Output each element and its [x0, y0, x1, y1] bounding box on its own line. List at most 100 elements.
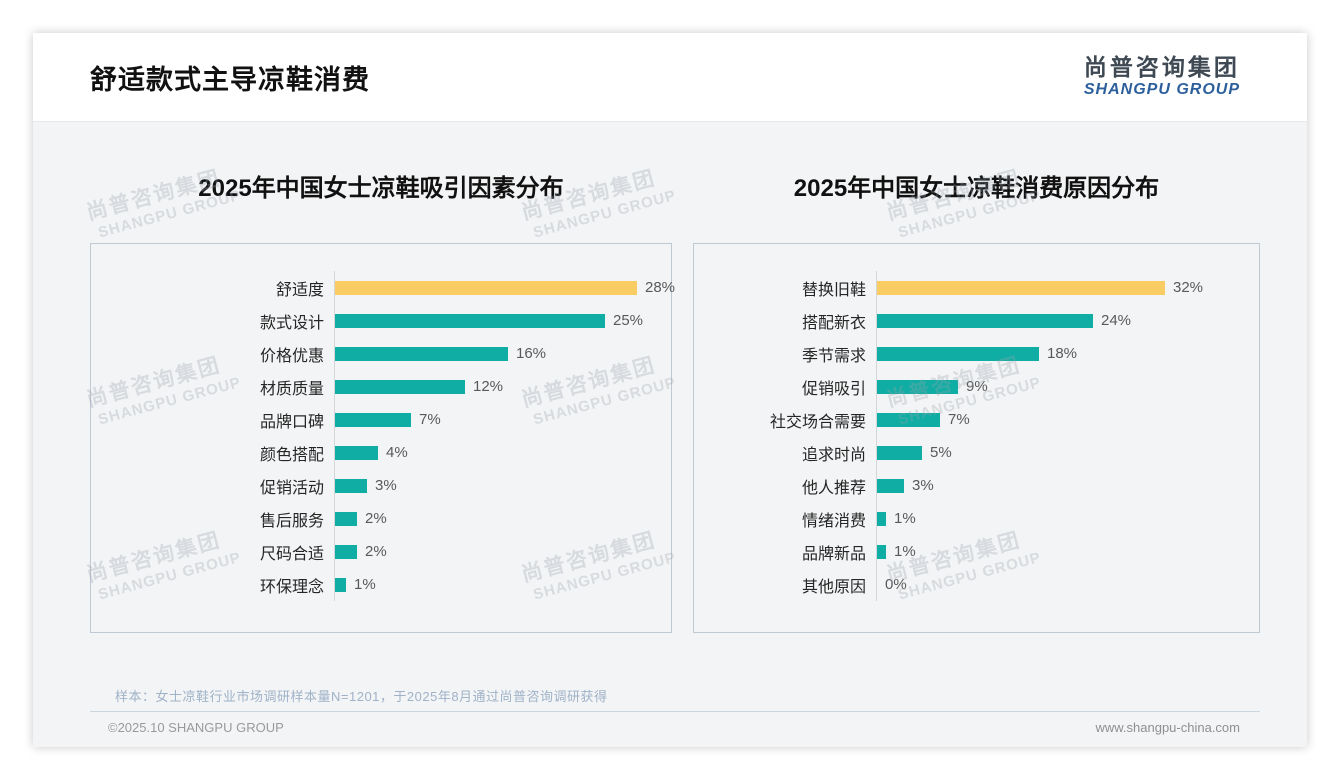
plot-area: 7%: [334, 403, 671, 436]
category-label: 舒适度: [275, 281, 324, 299]
value-label: 32%: [1173, 279, 1204, 296]
plot-area: 28%: [334, 271, 675, 304]
plot-area: 1%: [334, 568, 671, 601]
value-label: 12%: [473, 378, 504, 395]
bar-row: 搭配新衣 24%: [694, 304, 1259, 337]
bar-row: 促销吸引 9%: [694, 370, 1259, 403]
category-label: 品牌新品: [801, 545, 866, 563]
bar: [877, 445, 922, 460]
website-url: www.shangpu-china.com: [1095, 720, 1240, 735]
value-label: 7%: [948, 411, 970, 428]
bar-row: 款式设计 25%: [91, 304, 671, 337]
plot-area: 7%: [876, 403, 1259, 436]
bar-row: 材质质量 12%: [91, 370, 671, 403]
value-label: 25%: [613, 312, 644, 329]
plot-area: 1%: [876, 502, 1259, 535]
value-label: 4%: [386, 444, 408, 461]
value-label: 2%: [365, 510, 387, 527]
bar-row: 替换旧鞋 32%: [694, 271, 1259, 304]
category-label: 促销活动: [259, 479, 324, 497]
bar-row: 其他原因 0%: [694, 568, 1259, 601]
bar-row: 颜色搭配 4%: [91, 436, 671, 469]
bar-chart-consumption-reasons: 替换旧鞋 32% 搭配新衣 24% 季节需求 18% 促销吸引 9% 社交场合需要 7% 追求时尚 5…: [693, 243, 1260, 633]
bar: [877, 346, 1039, 361]
bar: [335, 313, 605, 328]
value-label: 9%: [966, 378, 988, 395]
plot-area: 3%: [334, 469, 671, 502]
value-label: 1%: [894, 543, 916, 560]
plot-area: 16%: [334, 337, 671, 370]
category-label: 材质质量: [259, 380, 324, 398]
slide-content: 2025年中国女士凉鞋吸引因素分布 2025年中国女士凉鞋消费原因分布 舒适度 2…: [33, 122, 1307, 747]
value-label: 5%: [930, 444, 952, 461]
bar: [877, 511, 886, 526]
bar: [877, 313, 1093, 328]
bar: [335, 544, 357, 559]
plot-area: 24%: [876, 304, 1259, 337]
category-label: 情绪消费: [801, 512, 866, 530]
category-label: 款式设计: [259, 314, 324, 332]
bar-row: 品牌新品 1%: [694, 535, 1259, 568]
plot-area: 18%: [876, 337, 1259, 370]
bar-row: 舒适度 28%: [91, 271, 675, 304]
value-label: 1%: [894, 510, 916, 527]
bar-row: 促销活动 3%: [91, 469, 671, 502]
category-label: 环保理念: [259, 578, 324, 596]
bar-row: 环保理念 1%: [91, 568, 671, 601]
bar: [877, 379, 958, 394]
plot-area: 32%: [876, 271, 1259, 304]
bar-row: 情绪消费 1%: [694, 502, 1259, 535]
bar: [335, 577, 346, 592]
header: 舒适款式主导凉鞋消费 尚普咨询集团 SHANGPU GROUP: [33, 33, 1307, 122]
plot-area: 4%: [334, 436, 671, 469]
bar: [877, 412, 940, 427]
category-label: 尺码合适: [259, 545, 324, 563]
bar: [335, 346, 508, 361]
bar: [335, 412, 411, 427]
bar-row: 价格优惠 16%: [91, 337, 671, 370]
plot-area: 25%: [334, 304, 671, 337]
bar: [335, 511, 357, 526]
plot-area: 1%: [876, 535, 1259, 568]
bar-row: 追求时尚 5%: [694, 436, 1259, 469]
category-label: 季节需求: [801, 347, 866, 365]
bar: [877, 478, 904, 493]
bar: [877, 544, 886, 559]
plot-area: 9%: [876, 370, 1259, 403]
sample-footnote: 样本：女士凉鞋行业市场调研样本量N=1201，于2025年8月通过尚普咨询调研获…: [115, 689, 608, 704]
plot-area: 0%: [876, 568, 1259, 601]
bar: [877, 280, 1165, 295]
footer-divider: [90, 711, 1260, 712]
chart-title-right: 2025年中国女士凉鞋消费原因分布: [793, 175, 1160, 202]
category-label: 促销吸引: [801, 380, 866, 398]
category-label: 价格优惠: [259, 347, 324, 365]
category-label: 他人推荐: [801, 479, 866, 497]
category-label: 社交场合需要: [769, 413, 866, 431]
category-label: 搭配新衣: [801, 314, 866, 332]
plot-area: 2%: [334, 535, 671, 568]
value-label: 3%: [912, 477, 934, 494]
value-label: 0%: [885, 576, 907, 593]
bar-row: 尺码合适 2%: [91, 535, 671, 568]
bar-row: 社交场合需要 7%: [694, 403, 1259, 436]
category-label: 颜色搭配: [259, 446, 324, 464]
value-label: 18%: [1047, 345, 1078, 362]
bar-chart-attraction-factors: 舒适度 28% 款式设计 25% 价格优惠 16% 材质质量 12% 品牌口碑 7% 颜色搭配 4% 促…: [90, 243, 675, 633]
category-label: 其他原因: [801, 578, 866, 596]
page-title: 舒适款式主导凉鞋消费: [90, 64, 370, 95]
copyright-text: ©2025.10 SHANGPU GROUP: [108, 720, 284, 735]
plot-area: 2%: [334, 502, 671, 535]
category-label: 品牌口碑: [259, 413, 324, 431]
value-label: 7%: [419, 411, 441, 428]
value-label: 3%: [375, 477, 397, 494]
bar: [335, 478, 367, 493]
bar: [335, 280, 637, 295]
plot-area: 3%: [876, 469, 1259, 502]
plot-area: 12%: [334, 370, 671, 403]
slide-card: 舒适款式主导凉鞋消费 尚普咨询集团 SHANGPU GROUP 2025年中国女…: [33, 33, 1307, 747]
category-label: 替换旧鞋: [801, 281, 866, 299]
company-logo: 尚普咨询集团 SHANGPU GROUP: [1084, 55, 1240, 98]
plot-area: 5%: [876, 436, 1259, 469]
bar: [335, 445, 378, 460]
category-label: 售后服务: [259, 512, 324, 530]
